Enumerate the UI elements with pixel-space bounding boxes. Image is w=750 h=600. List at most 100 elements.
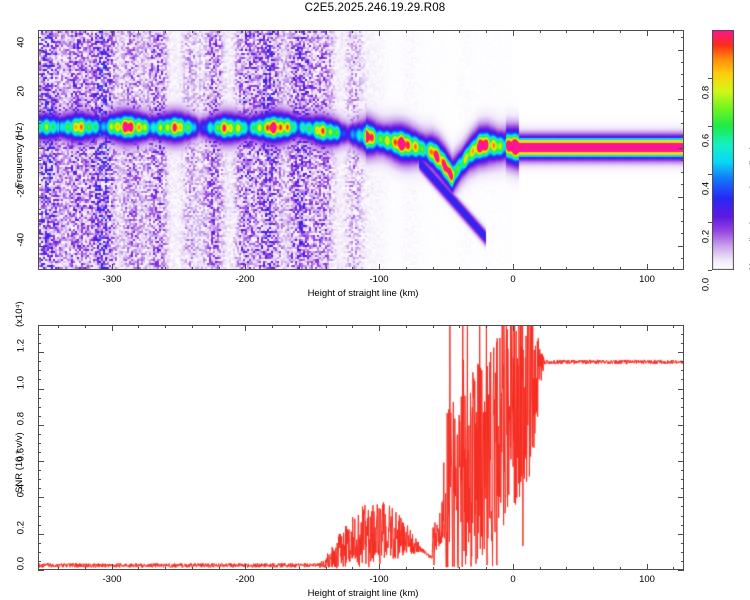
axis-tick <box>38 497 44 498</box>
colorbar-tick <box>708 78 712 79</box>
axis-tick <box>85 567 86 570</box>
y-tick-label: 0.0 <box>15 557 27 571</box>
axis-tick <box>38 470 41 471</box>
axis-tick <box>38 534 44 535</box>
axis-tick <box>678 497 684 498</box>
axis-tick <box>192 30 193 33</box>
colorbar-tick-label: 0.6 <box>700 133 712 148</box>
axis-tick <box>85 325 86 328</box>
axis-tick <box>299 567 300 570</box>
axis-tick <box>38 379 41 380</box>
axis-tick <box>647 264 648 270</box>
axis-tick <box>299 30 300 33</box>
axis-tick <box>38 148 44 149</box>
axis-tick <box>219 325 220 328</box>
snr-panel <box>38 325 684 570</box>
snr-line-plot <box>39 326 683 569</box>
axis-tick <box>352 30 353 33</box>
axis-tick <box>681 443 684 444</box>
axis-tick <box>540 567 541 570</box>
axis-tick <box>38 570 44 571</box>
axis-tick <box>620 267 621 270</box>
y-tick-label: 0.2 <box>15 521 27 535</box>
axis-tick <box>58 567 59 570</box>
axis-tick <box>673 325 674 328</box>
axis-tick <box>38 37 41 38</box>
axis-tick <box>379 564 380 570</box>
axis-tick <box>326 30 327 33</box>
axis-tick <box>673 267 674 270</box>
axis-tick <box>38 50 44 51</box>
axis-tick <box>192 325 193 328</box>
axis-tick <box>593 30 594 33</box>
axis-tick <box>326 325 327 328</box>
y-tick-label: 40 <box>15 37 27 48</box>
axis-tick <box>38 86 41 87</box>
axis-tick <box>681 506 684 507</box>
axis-tick <box>593 567 594 570</box>
axis-tick <box>38 525 41 526</box>
axis-tick <box>620 567 621 570</box>
axis-tick <box>486 30 487 33</box>
axis-tick <box>459 30 460 33</box>
axis-tick <box>540 267 541 270</box>
x-tick-label: 0 <box>510 274 516 285</box>
axis-tick <box>681 160 684 161</box>
axis-tick <box>678 352 684 353</box>
axis-tick <box>38 233 41 234</box>
axis-tick <box>681 62 684 63</box>
axis-tick <box>678 461 684 462</box>
colorbar-tick-label: 0.0 <box>700 277 712 292</box>
axis-tick <box>38 209 41 210</box>
axis-tick <box>681 488 684 489</box>
axis-tick <box>681 479 684 480</box>
axis-tick <box>647 30 648 36</box>
axis-tick <box>673 567 674 570</box>
axis-tick <box>433 567 434 570</box>
axis-tick <box>38 258 41 259</box>
axis-tick <box>681 561 684 562</box>
axis-tick <box>406 267 407 270</box>
axis-tick <box>647 564 648 570</box>
axis-tick <box>681 398 684 399</box>
axis-tick <box>486 567 487 570</box>
axis-tick <box>681 111 684 112</box>
axis-tick <box>379 325 380 331</box>
axis-tick <box>540 325 541 328</box>
axis-tick <box>85 30 86 33</box>
snr-yaxis-label: SNR (10 * v/v) <box>14 431 25 493</box>
axis-tick <box>245 564 246 570</box>
axis-tick <box>38 561 41 562</box>
axis-tick <box>620 30 621 33</box>
axis-tick <box>678 570 684 571</box>
axis-tick <box>681 37 684 38</box>
spectrogram-image <box>39 31 683 269</box>
x-tick-label: 100 <box>639 274 655 285</box>
axis-tick <box>681 361 684 362</box>
axis-tick <box>165 567 166 570</box>
y-tick-label: 1.0 <box>15 376 27 390</box>
snr-xaxis-label: Height of straight line (km) <box>307 588 419 599</box>
axis-tick <box>165 325 166 328</box>
axis-tick <box>681 172 684 173</box>
axis-tick <box>112 264 113 270</box>
colorbar-tick <box>708 174 712 175</box>
axis-tick <box>245 264 246 270</box>
axis-tick <box>192 567 193 570</box>
axis-tick <box>681 525 684 526</box>
axis-tick <box>38 407 41 408</box>
axis-tick <box>38 416 41 417</box>
axis-tick <box>38 552 41 553</box>
axis-tick <box>406 567 407 570</box>
axis-tick <box>678 99 684 100</box>
axis-tick <box>681 552 684 553</box>
axis-tick <box>138 567 139 570</box>
axis-tick <box>112 564 113 570</box>
axis-tick <box>647 325 648 331</box>
axis-tick <box>681 221 684 222</box>
axis-tick <box>272 30 273 33</box>
axis-tick <box>58 30 59 33</box>
axis-tick <box>38 479 41 480</box>
axis-tick <box>678 534 684 535</box>
